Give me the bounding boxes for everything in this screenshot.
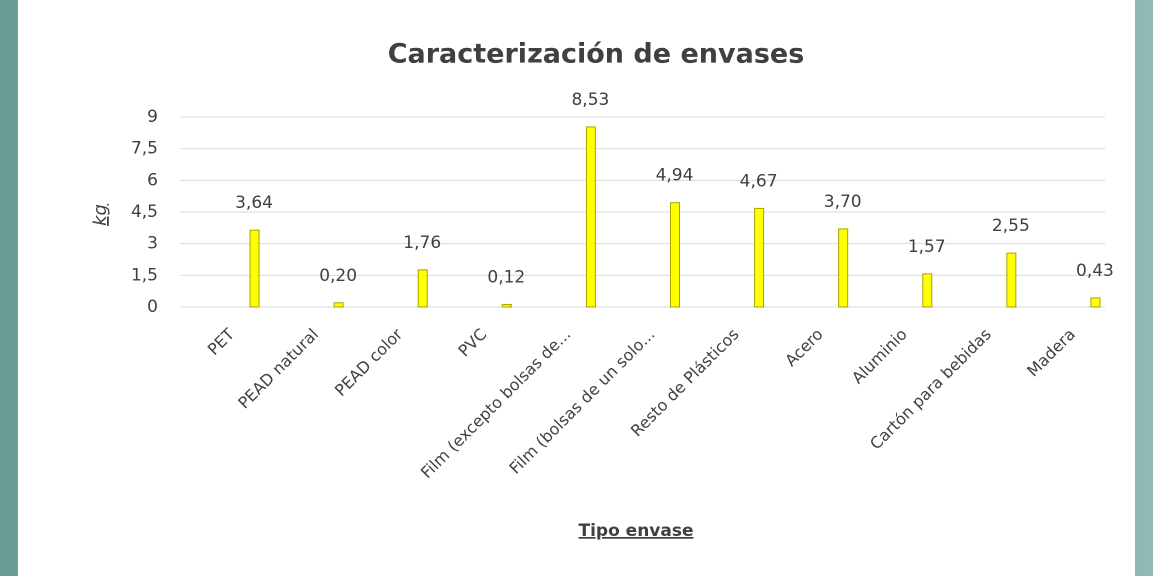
bar	[1091, 298, 1100, 307]
bar	[418, 270, 427, 307]
value-label: 2,55	[992, 216, 1030, 236]
value-label: 0,12	[487, 267, 525, 287]
value-label: 3,70	[824, 192, 862, 212]
chart-title: Caracterización de envases	[388, 39, 805, 70]
bar	[586, 127, 595, 307]
y-tick-label: 0	[147, 297, 158, 317]
y-axis-title: kg	[90, 204, 111, 226]
value-label: 4,67	[740, 171, 778, 191]
value-label: 8,53	[571, 90, 609, 110]
y-tick-label: 1,5	[131, 265, 158, 285]
bar	[334, 303, 343, 307]
y-tick-label: 6	[147, 170, 158, 190]
value-label: 4,94	[656, 166, 694, 186]
bar	[1007, 253, 1016, 307]
value-label: 0,20	[319, 266, 357, 286]
bar	[671, 203, 680, 307]
x-axis-title: Tipo envase	[578, 521, 693, 541]
value-label: 3,64	[235, 193, 273, 213]
value-label: 0,43	[1076, 261, 1114, 281]
value-label: 1,76	[403, 233, 441, 253]
chart-panel	[18, 0, 1135, 576]
value-label: 1,57	[908, 237, 946, 257]
bar	[839, 229, 848, 307]
chart: Caracterización de envases kg Tipo envas…	[0, 0, 1153, 576]
bar	[250, 230, 259, 307]
y-tick-label: 9	[147, 107, 158, 127]
y-tick-label: 7,5	[131, 139, 158, 159]
bar	[502, 304, 511, 307]
y-tick-label: 3	[147, 234, 158, 254]
page: {"chart_data": {"type": "bar", "title": …	[0, 0, 1153, 576]
bar	[923, 274, 932, 307]
y-tick-label: 4,5	[131, 202, 158, 222]
bar	[755, 208, 764, 307]
